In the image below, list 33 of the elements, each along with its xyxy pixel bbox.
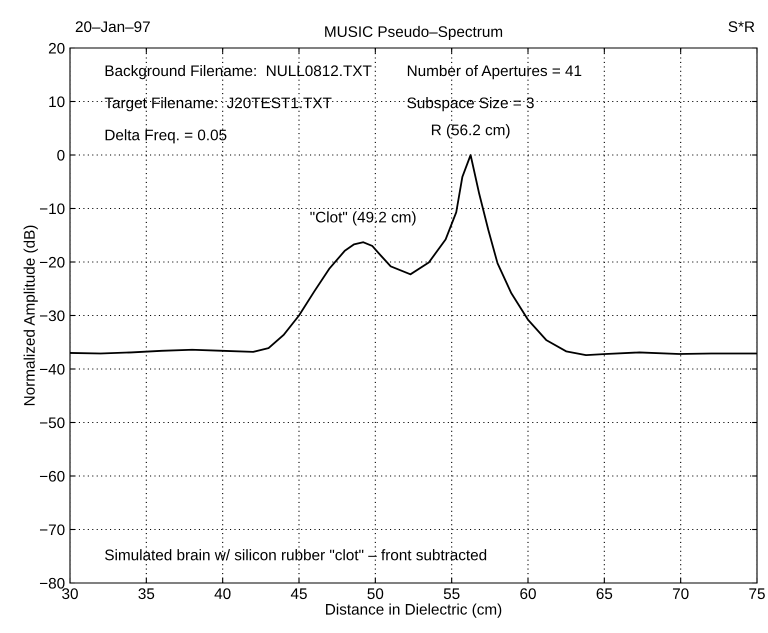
y-tick-label: −80	[40, 578, 65, 589]
x-tick-label: 30	[62, 588, 78, 600]
x-tick-label: 45	[290, 588, 307, 600]
x-tick-label: 60	[520, 588, 536, 600]
y-tick-label: −40	[40, 364, 65, 375]
x-tick-label: 35	[138, 588, 154, 600]
annotation: Delta Freq. = 0.05	[106, 129, 226, 144]
y-axis-title: Normalized Amplitude (dB)	[24, 226, 38, 406]
x-tick-label: 70	[672, 588, 689, 600]
x-axis-title: Distance in Dielectric (cm)	[326, 603, 502, 618]
y-tick-label: 20	[48, 42, 65, 54]
annotation: "Clot" (49.2 cm)	[310, 211, 416, 226]
annotation: R (56.2 cm)	[432, 124, 510, 138]
x-tick-label: 75	[749, 588, 765, 600]
x-tick-label: 40	[214, 588, 231, 600]
y-tick-label: −30	[40, 310, 65, 322]
x-tick-label: 55	[444, 588, 460, 600]
y-tick-label: −70	[40, 524, 65, 536]
text: 20–Jan–97	[76, 21, 150, 32]
y-tick-label: −10	[40, 203, 65, 214]
y-tick-label: −20	[40, 256, 65, 268]
y-tick-label: 10	[49, 96, 65, 108]
y-tick-label: 0	[57, 150, 65, 161]
x-tick-label: 65	[596, 588, 612, 600]
annotation: Number of Apertures = 41	[408, 64, 582, 80]
y-tick-label: −60	[40, 470, 65, 482]
annotation: Simulated brain w/ silicon rubber "clot" – front subtracted	[105, 549, 486, 560]
x-tick-label: 50	[367, 588, 384, 600]
annotation: Target Filename: J20TEST1.TXT	[104, 97, 332, 112]
text: S*R	[728, 21, 754, 32]
y-tick-label: −50	[40, 417, 65, 428]
chart-title: MUSIC Pseudo–Spectrum	[325, 26, 502, 40]
annotation: Background Filename: NULL0812.TXT	[106, 64, 372, 80]
